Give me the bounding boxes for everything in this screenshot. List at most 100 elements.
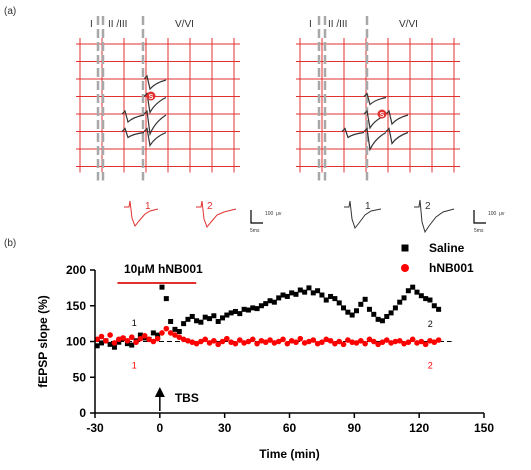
hnb001-point <box>211 337 217 344</box>
hnb001-point <box>137 335 144 342</box>
saline-point <box>306 285 312 291</box>
saline-point <box>328 293 334 299</box>
hnb001-point <box>401 340 407 347</box>
hnb001-point <box>215 341 221 348</box>
saline-point <box>189 313 195 319</box>
hnb001-point <box>94 336 100 343</box>
saline-point <box>388 310 394 316</box>
saline-point <box>271 299 277 305</box>
point-label: 2 <box>428 319 433 329</box>
hnb001-point <box>185 337 191 344</box>
saline-point <box>237 311 243 317</box>
hnb001-point <box>107 332 113 338</box>
legend: Saline hNB001 <box>401 241 474 275</box>
hnb001-point <box>431 339 438 346</box>
hnb001-point <box>124 337 131 344</box>
saline-point <box>172 326 178 332</box>
saline-point <box>224 312 230 318</box>
saline-point <box>232 308 238 314</box>
saline-point <box>176 328 182 334</box>
panel-b-label: (b) <box>4 238 16 249</box>
hnb001-point <box>293 339 299 346</box>
hnb001-point <box>306 338 312 345</box>
hnb001-point <box>128 334 135 341</box>
hnb001-point <box>241 340 247 346</box>
layer-label-ii-iii-right: II /III <box>328 19 347 30</box>
hnb001-point <box>150 338 157 345</box>
saline-point <box>155 332 161 338</box>
saline-point <box>345 309 351 315</box>
electrode-grid-left <box>76 16 240 181</box>
hnb001-point <box>409 336 416 343</box>
electrode-marker-right-text: S <box>380 112 385 119</box>
scale-time-left: 5ms <box>250 228 260 234</box>
x-tick-label: -30 <box>86 421 104 435</box>
saline-point <box>137 332 143 338</box>
evoked-response <box>143 109 167 137</box>
y-axis-label: fEPSP slope (%) <box>36 295 50 387</box>
saline-point <box>254 306 260 312</box>
hnb001-point <box>267 337 273 343</box>
trace-saline-1 <box>344 200 382 230</box>
saline-point <box>250 305 256 311</box>
electrode-grid-right <box>296 16 460 181</box>
saline-point <box>302 289 308 295</box>
legend-marker-saline <box>401 244 409 252</box>
hnb001-point <box>98 333 105 340</box>
saline-point <box>410 284 416 290</box>
hnb001-point <box>301 340 308 346</box>
saline-point <box>241 306 247 312</box>
saline-point <box>414 289 420 295</box>
field-recording-left: I II /III V/VI S <box>76 16 240 181</box>
x-tick-label: 0 <box>156 421 163 435</box>
legend-label: hNB001 <box>429 261 474 275</box>
hnb001-point <box>297 335 304 342</box>
trace-label-saline-2: 2 <box>425 201 431 212</box>
saline-point <box>423 296 429 302</box>
hnb001-point <box>310 337 317 343</box>
x-tick-label: 30 <box>218 421 232 435</box>
saline-point <box>371 311 377 317</box>
saline-point <box>263 301 269 307</box>
hnb001-point <box>435 337 442 343</box>
trace-hnb001-2 <box>196 200 237 228</box>
x-ticks: -30 0 30 60 90 120 150 <box>86 413 494 435</box>
evoked-response <box>385 109 409 126</box>
hnb001-point <box>159 330 165 336</box>
hnb001-point <box>262 339 269 346</box>
hnb001-point <box>319 339 325 346</box>
evoked-response <box>121 127 145 139</box>
hnb001-point <box>314 340 321 347</box>
saline-point <box>366 306 372 312</box>
hnb001-point <box>202 336 209 343</box>
saline-point <box>332 296 338 302</box>
saline-point <box>284 293 290 299</box>
hnb001-point <box>236 337 243 343</box>
hnb001-point <box>115 336 122 343</box>
hnb001-point <box>345 337 351 343</box>
saline-point <box>427 297 433 303</box>
saline-point <box>315 288 321 294</box>
hnb001-point <box>111 340 118 346</box>
sample-traces: 1 2 1 2 100 μv 5ms 100 μv 5ms <box>124 199 505 234</box>
hnb001-point <box>271 340 278 346</box>
hnb001-point <box>228 339 234 346</box>
saline-point <box>349 312 355 318</box>
y-tick-label: 150 <box>66 299 86 313</box>
hnb001-point <box>340 341 347 348</box>
field-recording-right: I II /III V/VI S <box>296 16 460 181</box>
point-label: 1 <box>132 361 137 371</box>
hnb001-point <box>280 336 286 343</box>
saline-point <box>228 310 234 316</box>
hnb001-point <box>418 338 425 345</box>
hnb001-point <box>383 337 390 343</box>
hnb001-point <box>245 338 252 345</box>
saline-point <box>245 307 251 313</box>
saline-point <box>202 314 208 320</box>
saline-point <box>289 290 295 296</box>
evoked-response <box>143 74 167 91</box>
electrode-marker-left: S <box>146 91 156 101</box>
treatment-label: 10μM hNB001 <box>124 262 203 276</box>
saline-point <box>258 303 264 309</box>
y-tick-label: 50 <box>73 370 87 384</box>
